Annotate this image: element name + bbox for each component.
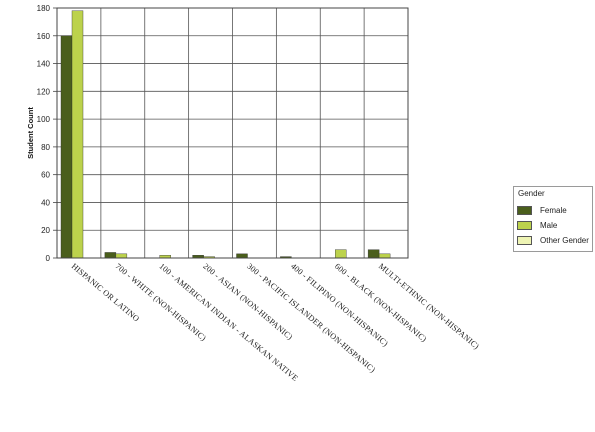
- y-tick-label: 160: [37, 32, 51, 41]
- y-tick-label: 140: [37, 60, 51, 69]
- y-tick-label: 40: [41, 198, 50, 207]
- bar-female: [236, 253, 248, 259]
- bar-male: [71, 10, 84, 259]
- y-tick-label: 0: [46, 254, 51, 263]
- legend-label-female: Female: [540, 205, 567, 215]
- legend-swatch-other-gender: [517, 235, 532, 245]
- bar-male: [115, 253, 128, 259]
- plot-frame: [56, 7, 409, 259]
- x-category-label: 700 - WHITE (NON-HISPANIC): [114, 262, 208, 343]
- y-axis-ticks: 0 20 40 60 80 100 120 140 160 180: [37, 4, 57, 263]
- y-tick-label: 120: [37, 87, 51, 96]
- gridlines: [57, 7, 408, 259]
- legend-item-female: Female: [517, 205, 567, 215]
- x-category-label: 200 - ASIAN (NON-HISPANIC): [201, 262, 294, 342]
- y-tick-label: 60: [41, 171, 50, 180]
- y-tick-label: 20: [41, 226, 50, 235]
- legend-swatch-male: [517, 220, 532, 230]
- bar-male: [378, 253, 391, 259]
- y-tick-label: 180: [37, 4, 51, 13]
- legend: Gender Female Male Other Gender: [513, 186, 593, 252]
- y-tick-label: 100: [37, 115, 51, 124]
- bar-female: [60, 35, 73, 259]
- bar-female: [367, 249, 380, 259]
- bar-female: [104, 252, 117, 259]
- legend-item-other-gender: Other Gender: [517, 235, 589, 245]
- y-axis-label: Student Count: [26, 107, 35, 159]
- x-category-label: 600 - BLACK (NON-HISPANIC): [333, 262, 428, 344]
- y-tick-label: 80: [41, 143, 50, 152]
- bars: [60, 10, 391, 259]
- legend-label-male: Male: [540, 220, 558, 230]
- legend-label-other-gender: Other Gender: [540, 235, 589, 245]
- legend-item-male: Male: [517, 220, 557, 230]
- legend-title: Gender: [518, 189, 545, 198]
- bar-male: [335, 249, 347, 259]
- legend-swatch-female: [517, 205, 532, 215]
